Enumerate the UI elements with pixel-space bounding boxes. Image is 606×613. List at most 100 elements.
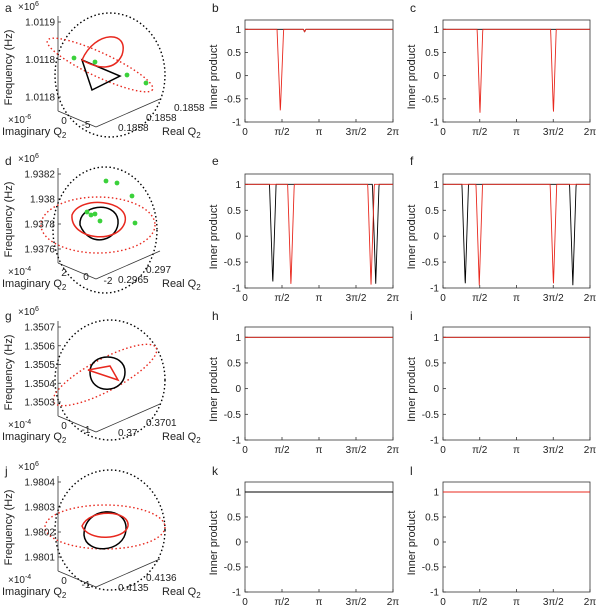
x-tick-label: π/2 [472,445,488,456]
green-marker [92,211,98,217]
x-tick-label: 2π [584,597,597,608]
green-marker [124,72,130,78]
z-exponent-base: ×10 [18,307,35,318]
panel-letter-h: h [212,309,219,323]
x-axis-label-subscript: 2 [62,436,67,445]
x-exponent: ×10-6 [8,114,31,126]
panel-letter-f: f [410,154,414,168]
x-tick-label: 0 [440,293,446,304]
series-line-red [443,183,590,286]
panel-letter-i: i [410,309,413,323]
y-axis-line [95,250,161,280]
z-axis-label: Frequency (Hz) [3,182,15,258]
x-tick-label: 2π [387,445,400,456]
green-marker [103,178,109,184]
y-tick-label: -1 [430,436,439,447]
z-exponent: ×106 [18,153,39,165]
x-exponent-power: -4 [25,574,31,581]
y-tick-label: 0 [235,538,241,549]
panel-d [40,166,161,294]
x-axis-label: Imaginary Q2 [2,126,67,140]
panel-a [46,12,166,138]
y-axis-label: Inner product [406,511,418,576]
axes-frame [244,481,394,593]
y-tick-label: 0.4135 [118,583,149,594]
y-axis-label-subscript: 2 [196,436,201,445]
panel-letter-b: b [212,1,219,15]
black-dotted-ellipse [54,469,166,591]
series-line-red [245,28,393,111]
y-tick-label: -1 [232,436,241,447]
panel-b [244,19,394,123]
y-axis-label: Inner product [208,45,220,110]
panel-j [44,469,166,591]
panel-letter-d: d [5,154,12,168]
z-axis-label: Frequency (Hz) [3,335,15,411]
red-orbit [81,36,124,68]
x-axis-label-main: Imaginary Q [2,586,62,598]
y-axis-label: Real Q2 [162,431,201,445]
y-tick-label: 0 [235,232,241,243]
x-tick-label: 0 [242,127,248,138]
y-axis-label: Inner product [208,511,220,576]
y-tick-label: -1 [430,588,439,599]
series-line-red [245,183,393,285]
black-orbit [89,356,126,390]
x-axis-label-main: Imaginary Q [2,431,62,443]
x-exponent-base: ×10 [8,575,25,586]
green-marker [88,212,94,218]
x-tick-label: π/2 [274,293,290,304]
y-tick-label: -0.5 [224,94,242,105]
z-exponent-base: ×10 [18,154,35,165]
x-tick-label: -1 [82,425,91,436]
x-tick-label: 0 [440,445,446,456]
x-tick-label: 0 [61,116,67,127]
z-tick-label: 1.9382 [24,170,55,181]
x-tick-label: -2 [104,276,113,287]
y-tick-label: 1 [433,180,439,191]
y-tick-label: 0.5 [227,358,241,369]
x-axis-label: Imaginary Q2 [2,586,67,600]
y-tick-label: 0.5 [425,206,439,217]
y-axis-label-subscript: 2 [196,591,201,600]
y-tick-label: 0.5 [227,513,241,524]
x-tick-label: 3π/2 [346,597,367,608]
panel-e [244,173,394,289]
z-tick-label: 1.9802 [24,528,55,539]
y-tick-label: 0 [433,232,439,243]
x-tick-label: 2π [387,127,400,138]
panel-i [442,326,591,441]
y-axis-label: Real Q2 [162,586,201,600]
x-exponent-base: ×10 [8,267,25,278]
x-tick-label: 3π/2 [543,127,564,138]
x-tick-label: π [513,445,520,456]
x-tick-label: 0 [83,272,89,283]
z-exponent: ×106 [18,1,39,13]
y-tick-label: 0 [433,538,439,549]
y-tick-label: -1 [232,284,241,295]
x-tick-label: 2π [584,127,597,138]
x-axis-label: Imaginary Q2 [2,431,67,445]
y-tick-label: 0.1858 [118,123,149,134]
panel-letter-k: k [212,464,219,478]
red-orbit [87,365,120,382]
x-axis-line [57,110,97,128]
x-tick-label: 0 [242,597,248,608]
green-marker [114,180,120,186]
z-tick-label: 1.938 [30,195,55,206]
y-tick-label: 0 [433,71,439,82]
z-exponent-power: 6 [35,1,39,8]
y-tick-label: 1 [235,333,241,344]
y-axis-label: Inner product [406,357,418,422]
x-tick-label: 0 [242,293,248,304]
black-dotted-ellipse [54,319,166,441]
y-tick-label: 0.4136 [146,573,177,584]
x-exponent-power: -4 [25,266,31,273]
x-exponent: ×10-4 [8,574,31,586]
x-tick-label: 0 [61,576,67,587]
y-tick-label: -1 [232,118,241,129]
y-tick-label: 0.1858 [146,113,177,124]
axes-frame [442,481,591,593]
x-tick-label: 0 [440,127,446,138]
